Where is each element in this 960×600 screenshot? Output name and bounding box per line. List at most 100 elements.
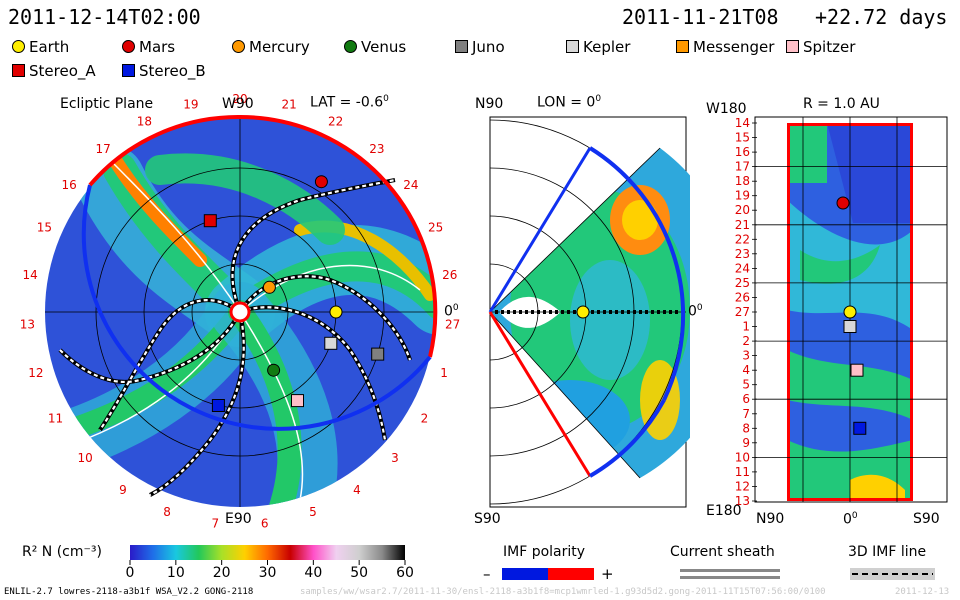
sphere-y-tick-14: 14: [735, 116, 750, 130]
run-date: 2011-12-13: [895, 587, 950, 597]
rotation-label-5: 5: [309, 505, 317, 519]
colorbar-tick-40: 40: [304, 565, 322, 581]
ecliptic-rotation-labels: 20 21222324252627123456789101112131415161…: [20, 92, 460, 531]
rotation-label-2: 2: [421, 412, 429, 426]
legend-label: Kepler: [583, 38, 631, 56]
run-path: samples/ww/wsar2.7/2011-11-30/ensl-2118-…: [300, 587, 826, 597]
square-marker-icon: [676, 40, 689, 53]
sphere-y-tick-27: 27: [735, 305, 750, 319]
rotation-label-8: 8: [163, 505, 171, 519]
current-sheath-title: Current sheath: [670, 544, 775, 560]
sphere-grid: [752, 117, 947, 502]
rotation-label-20: 20: [232, 92, 247, 106]
sphere-y-tick-5: 5: [742, 378, 750, 392]
sphere-y-tick-1: 1: [742, 320, 750, 334]
rotation-label-18: 18: [137, 115, 152, 129]
legend-item-mercury: Mercury: [232, 38, 310, 56]
legend-label: Spitzer: [803, 38, 856, 56]
rotation-label-27: 27: [445, 317, 460, 331]
sphere-y-tick-11: 11: [735, 465, 750, 479]
sphere-y-tick-16: 16: [735, 145, 750, 159]
sphere-spitzer-marker: [850, 363, 864, 377]
rotation-label-4: 4: [353, 483, 361, 497]
ecliptic-spitzer-marker: [291, 394, 304, 408]
current-sheath-swatch: [680, 569, 780, 572]
imf-line-title: 3D IMF line: [848, 544, 927, 560]
ecliptic-stereo-b-marker: [211, 399, 225, 412]
legend-item-stereo-a: Stereo_A: [12, 62, 96, 80]
sphere-longitude-ticks: 1415161718192021222324252627123456789101…: [735, 116, 750, 508]
sphere-panel: 1415161718192021222324252627123456789101…: [735, 116, 948, 508]
colorbar-ticks: 0 10 20 30 40 50 60: [126, 560, 414, 581]
sphere-bodies: [836, 196, 867, 435]
sphere-y-tick-23: 23: [735, 247, 750, 261]
sphere-y-tick-12: 12: [735, 480, 750, 494]
colorbar-tick-10: 10: [167, 565, 185, 581]
rotation-label-15: 15: [37, 221, 52, 235]
rotation-label-21: 21: [281, 98, 296, 112]
ecliptic-mercury-marker: [262, 280, 276, 294]
rotation-label-9: 9: [119, 483, 127, 497]
legend-item-spitzer: Spitzer: [786, 38, 855, 56]
imf-polarity-title: IMF polarity: [503, 544, 586, 560]
sphere-y-tick-18: 18: [735, 174, 750, 188]
ecliptic-juno-marker: [371, 347, 385, 361]
sphere-x-tick-0: 00: [843, 511, 858, 528]
rotation-label-10: 10: [77, 451, 92, 465]
legend-item-messenger: Messenger: [676, 38, 774, 56]
imf-positive-swatch: [548, 568, 594, 580]
imf-plus: +: [601, 565, 614, 583]
rotation-label-22: 22: [328, 115, 343, 129]
rotation-label-1: 1: [440, 366, 448, 380]
meridional-earth-marker: [576, 305, 590, 319]
sphere-y-tick-26: 26: [735, 291, 750, 305]
sphere-title: R = 1.0 AU: [803, 96, 880, 112]
ecliptic-mars-marker: [314, 175, 328, 189]
colorbar-tick-0: 0: [126, 565, 135, 581]
circle-marker-icon: [12, 40, 25, 53]
square-marker-icon: [455, 40, 468, 53]
square-marker-icon: [122, 64, 135, 77]
colorbar-label: R² N (cm⁻³): [22, 544, 102, 560]
colorbar-tick-20: 20: [213, 565, 231, 581]
rotation-label-12: 12: [28, 366, 43, 380]
legend-label: Stereo_B: [139, 62, 206, 80]
sphere-y-tick-8: 8: [742, 421, 750, 435]
ecliptic-stereo-a-marker: [203, 214, 217, 228]
square-marker-icon: [12, 64, 25, 77]
ecliptic-title: Ecliptic Plane: [60, 96, 154, 112]
sphere-y-tick-10: 10: [735, 450, 750, 464]
sphere-y-tick-2: 2: [742, 334, 750, 348]
sphere-kepler-marker: [843, 320, 857, 333]
sphere-y-tick-15: 15: [735, 131, 750, 145]
density-colorbar: [130, 545, 405, 560]
lon-label: LON = 00: [537, 94, 602, 111]
sphere-y-tick-4: 4: [742, 363, 750, 377]
sphere-y-tick-24: 24: [735, 261, 750, 275]
meridional-plane-panel: [488, 116, 690, 508]
meridional-bottom-label: S90: [474, 511, 501, 527]
sphere-x-tick-s90: S90: [913, 511, 940, 527]
legend-label: Mercury: [249, 38, 310, 56]
ecliptic-right-label: 00: [444, 303, 459, 320]
legend-label: Mars: [139, 38, 176, 56]
sphere-y-tick-17: 17: [735, 160, 750, 174]
ecliptic-bodies: [203, 175, 385, 412]
rotation-label-17: 17: [95, 142, 110, 156]
ecliptic-earth-marker: [329, 305, 343, 319]
ecliptic-top-label: W90: [222, 96, 254, 112]
rotation-label-11: 11: [48, 412, 63, 426]
sphere-y-tick-3: 3: [742, 349, 750, 363]
circle-marker-icon: [232, 40, 245, 53]
legend-item-juno: Juno: [455, 38, 505, 56]
circle-marker-icon: [122, 40, 135, 53]
time-offset: +22.72 days: [815, 5, 948, 29]
sphere-y-tick-20: 20: [735, 203, 750, 217]
sphere-y-tick-6: 6: [742, 392, 750, 406]
ecliptic-venus-marker: [267, 363, 281, 377]
square-marker-icon: [786, 40, 799, 53]
legend-label: Stereo_A: [29, 62, 96, 80]
colorbar-tick-60: 60: [396, 565, 414, 581]
imf-minus: –: [483, 565, 491, 583]
